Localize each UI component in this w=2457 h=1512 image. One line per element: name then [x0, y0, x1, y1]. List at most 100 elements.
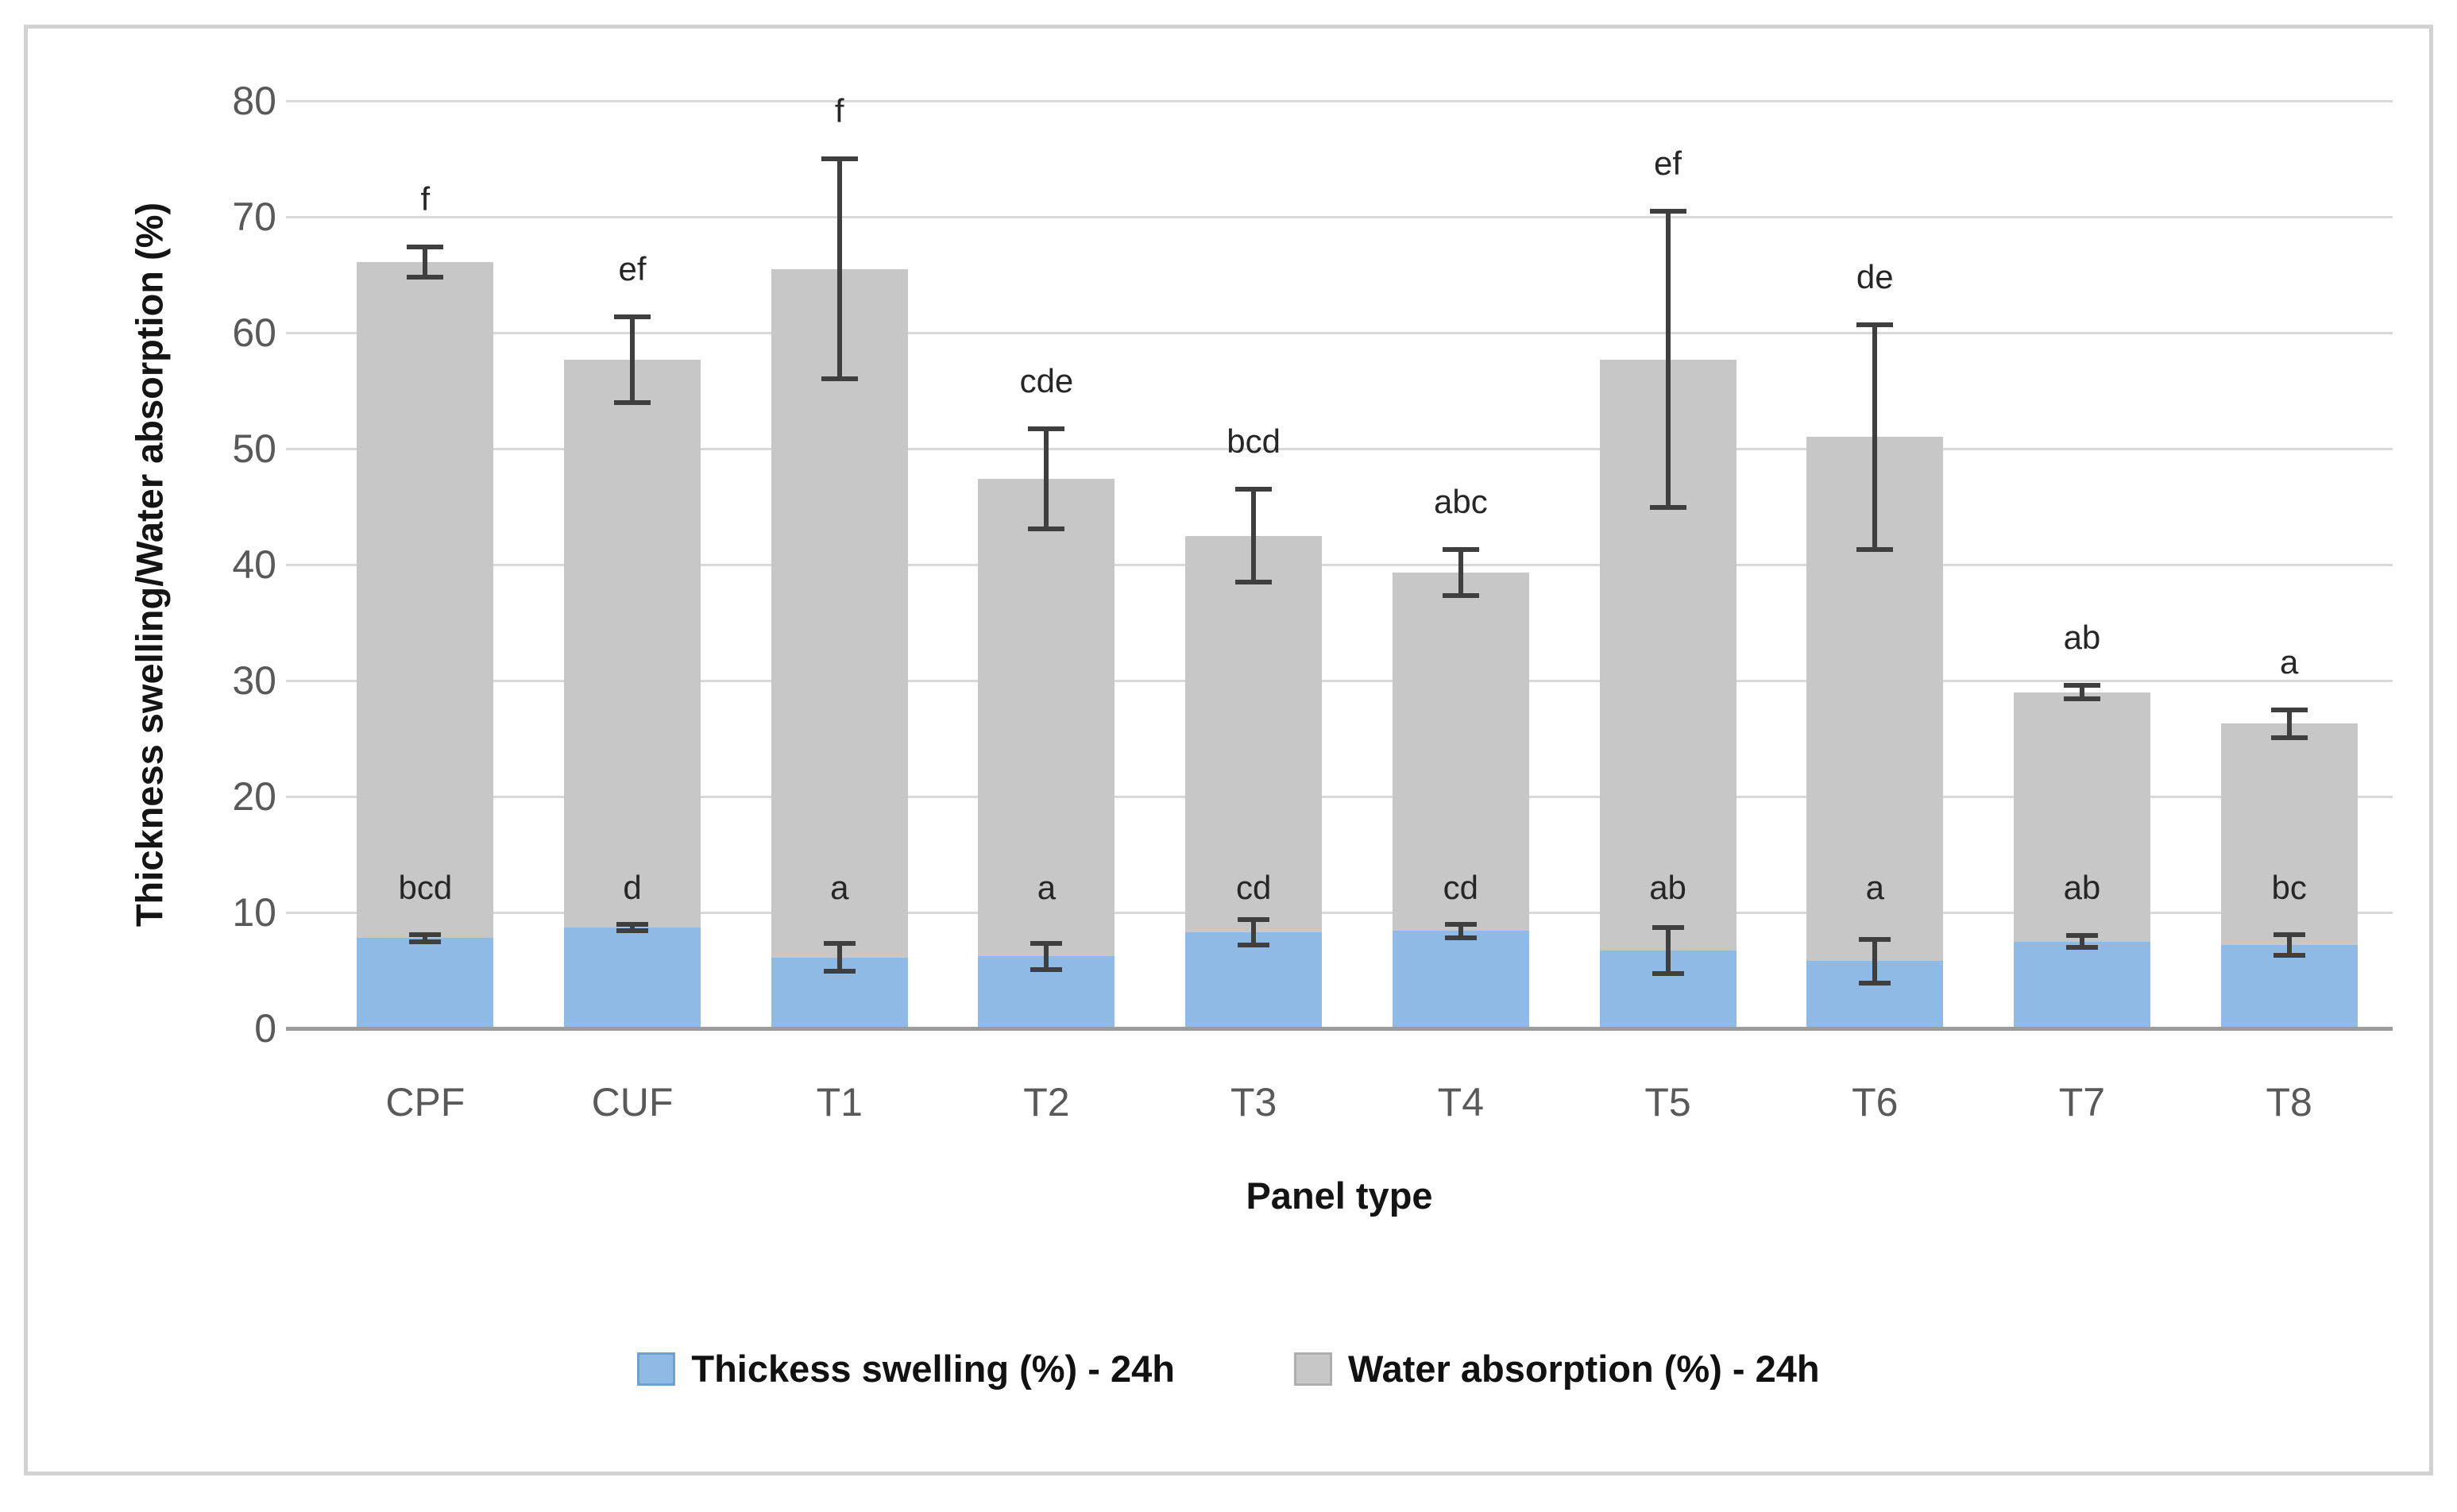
x-tick-label-CPF: CPF: [385, 1080, 466, 1124]
error-bar-cap-bottom-water-absorption-CPF: [407, 274, 444, 280]
error-bar-cap-bottom-water-absorption-T7: [2063, 696, 2100, 702]
legend-item-water-absorption: Water absorption (%) - 24h: [1293, 1347, 1820, 1390]
sig-letter-thickness-swelling-T6: a: [1865, 869, 1884, 906]
error-bar-water-absorption-T6: [1872, 324, 1878, 550]
gridline-y-80: [286, 100, 2393, 102]
error-bar-water-absorption-T3: [1251, 489, 1257, 582]
error-bar-cap-top-thickness-swelling-CPF: [409, 932, 442, 937]
error-bar-cap-bottom-water-absorption-T3: [1235, 579, 1273, 584]
error-bar-cap-top-thickness-swelling-T1: [823, 941, 856, 947]
error-bar-thickness-swelling-T2: [1044, 943, 1049, 970]
legend-label-thickness-swelling: Thickess swelling (%) - 24h: [691, 1348, 1175, 1390]
bar-water-absorption-T2: [978, 478, 1115, 1028]
water-absorption-swatch-icon: [1293, 1352, 1332, 1386]
error-bar-cap-bottom-water-absorption-T5: [1649, 505, 1686, 511]
error-bar-water-absorption-T5: [1665, 210, 1671, 508]
error-bar-cap-bottom-water-absorption-T8: [2270, 735, 2308, 740]
x-tick-label-CUF: CUF: [591, 1080, 674, 1124]
error-bar-cap-top-thickness-swelling-T4: [1444, 921, 1477, 927]
x-tick-label-T6: T6: [1852, 1080, 1899, 1124]
gridline-y-40: [286, 564, 2393, 566]
y-tick-label-20: 20: [232, 774, 276, 819]
legend-label-water-absorption: Water absorption (%) - 24h: [1347, 1348, 1820, 1390]
sig-letter-water-absorption-CPF: f: [420, 179, 431, 218]
error-bar-water-absorption-T2: [1044, 429, 1049, 529]
error-bar-cap-bottom-thickness-swelling-T1: [823, 969, 856, 974]
error-bar-cap-top-thickness-swelling-T8: [2273, 932, 2305, 937]
error-bar-cap-bottom-thickness-swelling-T4: [1444, 935, 1477, 941]
x-tick-label-T5: T5: [1644, 1080, 1691, 1124]
gridline-y-50: [286, 448, 2393, 450]
error-bar-water-absorption-CPF: [423, 246, 428, 277]
y-tick-label-50: 50: [232, 426, 276, 471]
sig-letter-thickness-swelling-T7: ab: [2063, 869, 2101, 906]
error-bar-cap-top-water-absorption-T5: [1649, 208, 1686, 214]
y-tick-label-40: 40: [232, 542, 276, 587]
bar-water-absorption-CPF: [357, 261, 494, 1028]
error-bar-cap-top-water-absorption-T6: [1856, 322, 1894, 327]
error-bar-cap-bottom-thickness-swelling-CPF: [409, 939, 442, 944]
error-bar-cap-top-water-absorption-T7: [2063, 682, 2100, 688]
error-bar-thickness-swelling-T7: [2079, 935, 2084, 947]
sig-letter-water-absorption-T4: abc: [1433, 483, 1488, 521]
y-axis-title: Thickness swelling/Water absorption (%): [128, 202, 171, 928]
sig-letter-water-absorption-T3: bcd: [1227, 422, 1281, 461]
sig-letter-thickness-swelling-T2: a: [1037, 869, 1057, 906]
bar-thickness-swelling-T4: [1392, 931, 1529, 1028]
gridline-y-30: [286, 680, 2393, 682]
error-bar-cap-bottom-thickness-swelling-T5: [1652, 971, 1684, 977]
error-bar-cap-bottom-water-absorption-T2: [1028, 526, 1065, 531]
error-bar-cap-top-thickness-swelling-T7: [2065, 933, 2098, 939]
legend-item-thickness-swelling: Thickess swelling (%) - 24h: [637, 1347, 1175, 1390]
y-tick-label-30: 30: [232, 658, 276, 703]
error-bar-water-absorption-T7: [2079, 685, 2084, 700]
sig-letter-water-absorption-T7: ab: [2063, 618, 2101, 656]
bar-thickness-swelling-T8: [2220, 944, 2358, 1028]
error-bar-cap-top-water-absorption-CUF: [614, 314, 651, 319]
y-tick-label-80: 80: [232, 79, 276, 123]
error-bar-thickness-swelling-CUF: [630, 924, 635, 932]
y-tick-label-10: 10: [232, 890, 276, 935]
error-bar-cap-top-water-absorption-CPF: [407, 244, 444, 249]
error-bar-thickness-swelling-T1: [836, 943, 842, 972]
bar-thickness-swelling-T7: [2013, 941, 2150, 1028]
y-tick-label-70: 70: [232, 195, 276, 239]
sig-letter-water-absorption-T1: f: [834, 92, 844, 129]
bar-water-absorption-T1: [771, 268, 908, 1028]
legend: Thickess swelling (%) - 24h Water absorp…: [0, 1347, 2457, 1390]
sig-letter-thickness-swelling-CPF: bcd: [398, 869, 453, 906]
error-bar-water-absorption-T8: [2286, 709, 2292, 738]
error-bar-cap-bottom-thickness-swelling-T6: [1859, 981, 1891, 986]
x-tick-label-T3: T3: [1230, 1080, 1277, 1124]
error-bar-water-absorption-T4: [1458, 550, 1463, 596]
error-bar-cap-top-thickness-swelling-T2: [1030, 941, 1063, 947]
gridline-y-60: [286, 332, 2393, 334]
error-bar-thickness-swelling-T8: [2286, 934, 2292, 955]
error-bar-cap-bottom-thickness-swelling-T2: [1030, 966, 1063, 972]
error-bar-cap-bottom-water-absorption-T4: [1442, 593, 1479, 599]
error-bar-cap-top-water-absorption-T3: [1235, 487, 1273, 492]
error-bar-cap-top-water-absorption-T1: [821, 156, 858, 161]
error-bar-cap-bottom-thickness-swelling-CUF: [616, 928, 649, 934]
sig-letter-thickness-swelling-T8: bc: [2271, 869, 2307, 906]
sig-letter-water-absorption-T5: ef: [1654, 144, 1682, 182]
y-tick-label-0: 0: [254, 1006, 276, 1051]
bar-thickness-swelling-CUF: [564, 927, 701, 1028]
gridline-y-20: [286, 796, 2393, 798]
error-bar-cap-top-water-absorption-T8: [2270, 707, 2308, 712]
error-bar-cap-bottom-water-absorption-CUF: [614, 399, 651, 405]
thickness-swelling-swatch-icon: [637, 1352, 676, 1386]
y-tick-label-60: 60: [232, 310, 276, 355]
x-tick-label-T1: T1: [816, 1080, 863, 1124]
sig-letter-water-absorption-T8: a: [2279, 642, 2299, 681]
error-bar-cap-top-thickness-swelling-T3: [1238, 916, 1270, 922]
sig-letter-water-absorption-CUF: ef: [618, 249, 647, 287]
sig-letter-water-absorption-T2: cde: [1019, 362, 1074, 400]
x-tick-label-T2: T2: [1023, 1080, 1070, 1124]
error-bar-water-absorption-CUF: [630, 316, 635, 403]
error-bar-thickness-swelling-T6: [1872, 939, 1878, 984]
error-bar-water-absorption-T1: [836, 159, 842, 380]
sig-letter-thickness-swelling-T5: ab: [1649, 869, 1686, 906]
bar-thickness-swelling-CPF: [357, 938, 494, 1028]
